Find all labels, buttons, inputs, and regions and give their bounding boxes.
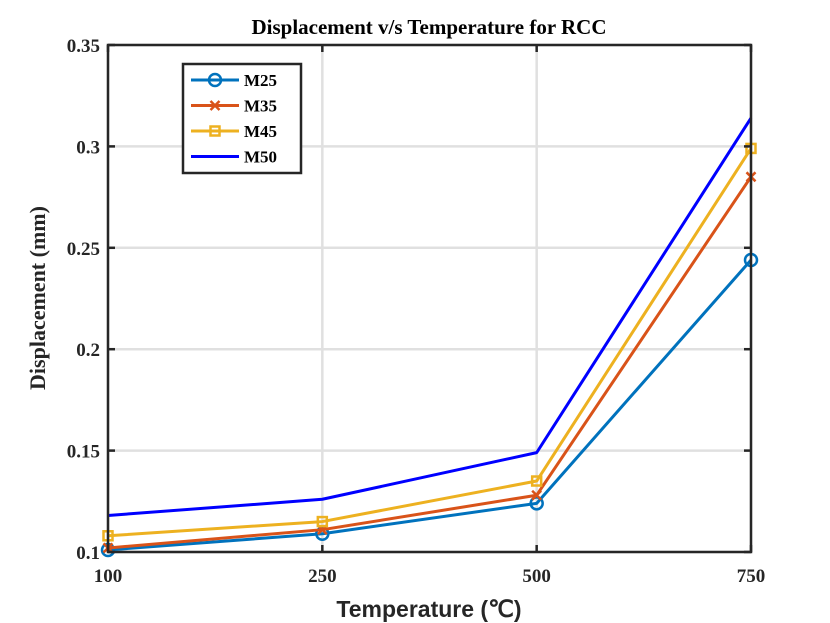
chart-title: Displacement v/s Temperature for RCC xyxy=(251,15,606,39)
y-tick-label: 0.1 xyxy=(76,543,100,564)
data-point xyxy=(530,475,543,487)
legend-box xyxy=(181,62,303,175)
data-point xyxy=(529,496,544,511)
series-m50 xyxy=(107,117,753,517)
series-line-m50 xyxy=(107,117,753,517)
x-tick-label: 100 xyxy=(94,566,123,587)
legend-label: M45 xyxy=(244,122,277,141)
y-tick-label: 0.2 xyxy=(76,340,100,361)
x-tick-label: 250 xyxy=(308,566,337,587)
data-point xyxy=(315,526,330,541)
legend-marker xyxy=(209,125,221,137)
x-tick-label: 500 xyxy=(522,566,551,587)
legend-marker xyxy=(209,100,221,111)
legend-label: M35 xyxy=(244,97,277,116)
y-tick-label: 0.3 xyxy=(76,137,100,158)
legend-label: M25 xyxy=(244,71,277,90)
y-axis-label: Displacement (mm) xyxy=(25,206,50,390)
series-line-m45 xyxy=(107,147,753,538)
legend-marker xyxy=(207,72,223,88)
legend-label: M50 xyxy=(244,148,277,167)
ticks-group: 0.1 0.15 0.2 0.25 0.3 0.35 100 250 500 750 xyxy=(67,36,766,587)
legend-item-m35: M35 xyxy=(191,97,277,116)
legend-item-m45: M45 xyxy=(191,122,277,141)
y-tick-label: 0.35 xyxy=(67,36,100,57)
x-axis-label: Temperature (℃) xyxy=(336,596,521,622)
plot-frame xyxy=(106,43,753,554)
data-point xyxy=(316,515,329,528)
series-line-m35 xyxy=(107,175,753,550)
series-line-m25 xyxy=(107,258,753,552)
data-point xyxy=(531,489,543,501)
legend-item-m50: M50 xyxy=(191,148,277,167)
y-tick-label: 0.15 xyxy=(67,442,100,463)
x-tick-label: 750 xyxy=(737,566,766,587)
y-tick-label: 0.25 xyxy=(67,239,100,260)
legend: M25 M35 M45 M50 xyxy=(181,62,303,175)
legend-item-m25: M25 xyxy=(191,71,277,90)
series-group xyxy=(100,117,759,558)
